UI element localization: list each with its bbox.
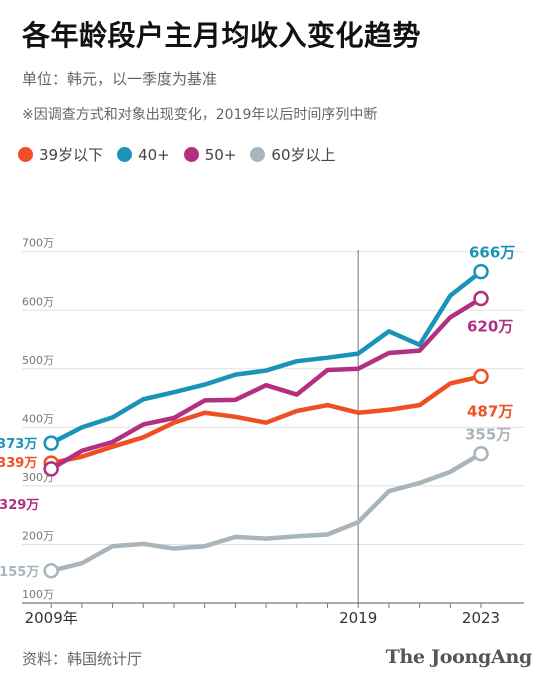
data-source: 资料：韩国统计厅 [22, 650, 143, 668]
series-end-label-0: 487万 [467, 402, 513, 420]
legend-label-40s: 40+ [138, 145, 170, 164]
grid-layer [22, 251, 524, 604]
y-tick-label: 400万 [22, 412, 54, 425]
series-start-label-2: 329万 [0, 498, 39, 513]
series-layer [43, 263, 489, 579]
series-start-label-0: 339万 [0, 456, 37, 471]
chart-unit-note: 单位：韩元，以一季度为基准 [22, 70, 218, 88]
series-line-1 [48, 269, 484, 446]
chart-footnote: ※因调查方式和对象出现变化，2019年以后时间序列中断 [22, 107, 378, 123]
series-end-marker-1 [473, 263, 489, 280]
x-tick-label: 2009年 [25, 609, 78, 627]
legend-swatch-60-plus [250, 147, 266, 162]
legend-label-under-39: 39岁以下 [39, 146, 104, 164]
series-end-label-1: 666万 [469, 244, 515, 262]
series-end-marker-3 [473, 445, 489, 462]
publisher-logo: The JoongAng [385, 646, 533, 668]
legend-item-under-39: 39岁以下 [18, 144, 103, 165]
chart-title: 各年龄段户主月均收入变化趋势 [22, 19, 422, 52]
y-tick-label: 200万 [22, 529, 54, 542]
series-end-marker-0 [473, 368, 489, 385]
y-tick-label: 100万 [22, 588, 54, 601]
series-start-label-1: 373万 [0, 437, 37, 452]
x-tick-label: 2019 [339, 609, 377, 627]
legend-swatch-50s [183, 147, 199, 162]
legend-item-40s: 40+ [117, 146, 170, 164]
series-start-marker-3 [43, 563, 59, 579]
legend-item-60-plus: 60岁以上 [250, 144, 336, 165]
legend-swatch-under-39 [18, 147, 33, 162]
series-line-2 [48, 296, 484, 472]
series-start-marker-2 [43, 461, 59, 477]
series-start-marker-1 [43, 435, 59, 451]
legend-label-60-plus: 60岁以上 [271, 146, 336, 164]
legend-swatch-40s [117, 147, 133, 162]
x-tick-label: 2023 [462, 609, 500, 627]
series-end-label-2: 620万 [467, 318, 513, 336]
legend-label-50s: 50+ [204, 145, 237, 164]
series-end-label-3: 355万 [465, 426, 511, 444]
y-tick-label: 700万 [22, 237, 54, 250]
series-line-0 [48, 374, 484, 466]
chart-legend: 39岁以下 40+ 50+ 60岁以上 [18, 144, 350, 165]
y-tick-label: 500万 [22, 354, 54, 367]
y-tick-label: 600万 [22, 295, 54, 308]
series-line-3 [48, 451, 484, 574]
series-end-marker-2 [473, 290, 489, 307]
label-layer: 339万 487万 373万 666万 329万 620万 155万 355万 [0, 244, 515, 582]
series-start-label-3: 155万 [0, 565, 39, 580]
legend-item-50s: 50+ [183, 145, 237, 164]
